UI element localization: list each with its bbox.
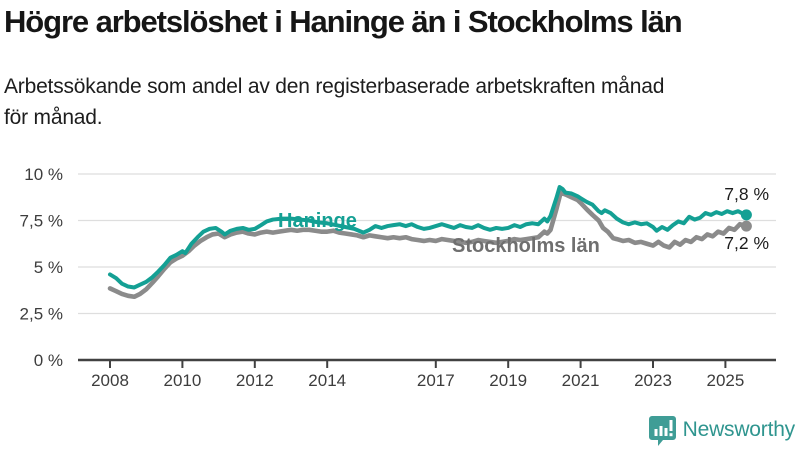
x-axis-tick-label: 2010 (163, 371, 201, 390)
page-title: Högre arbetslöshet i Haninge än i Stockh… (4, 4, 683, 39)
x-axis-tick-label: 2023 (634, 371, 672, 390)
series-line-haninge (108, 185, 749, 290)
y-axis-tick-label: 2,5 % (20, 305, 63, 324)
x-axis-tick-label: 2017 (417, 371, 455, 390)
x-axis-tick-label: 2014 (308, 371, 346, 390)
y-axis-tick-label: 5 % (34, 258, 63, 277)
series-end-value-haninge: 7,8 % (724, 184, 769, 204)
x-axis-tick-label: 2012 (236, 371, 274, 390)
series-label-haninge: Haninge (278, 210, 357, 232)
newsworthy-speech-bubble-chart-icon (648, 415, 676, 446)
series-end-dot-haninge (740, 209, 752, 221)
subtitle-line-2: för månad. (4, 106, 103, 129)
unemployment-line-chart: 0 % 2,5 % 5 % 7,5 % 10 % 2008 2010 2012 2014 2017… (20, 165, 776, 390)
brand-name: Newsworthy (682, 418, 796, 441)
x-axis-tick-label: 2008 (91, 371, 129, 390)
series-line-stockholms-l-n (107, 190, 749, 300)
y-axis-tick-label: 0 % (34, 351, 63, 370)
series-end-value-stockholms-l-n: 7,2 % (724, 233, 769, 253)
subtitle-line-1: Arbetssökande som andel av den registerb… (4, 75, 665, 98)
x-axis-tick-label: 2025 (706, 371, 744, 390)
y-axis-tick-label: 10 % (24, 165, 63, 184)
x-axis-tick-label: 2021 (562, 371, 600, 390)
series-end-dot-stockholms-l-n (740, 220, 752, 232)
x-axis-tick-label: 2019 (489, 371, 527, 390)
series-label-stockholms-l-n: Stockholms län (452, 235, 600, 257)
chart-subtitle: Arbetssökande som andel av den registerb… (4, 71, 784, 133)
newsworthy-logo: Newsworthy (648, 414, 796, 446)
y-axis-tick-label: 7,5 % (20, 212, 63, 231)
